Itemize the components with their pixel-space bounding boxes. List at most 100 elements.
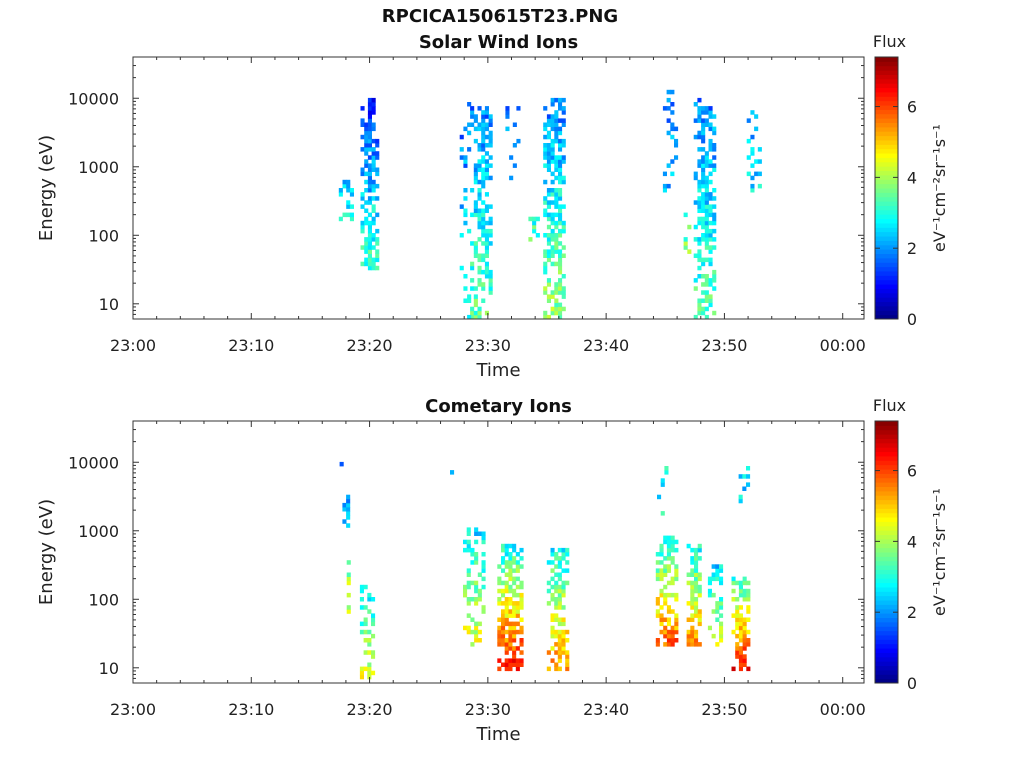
flux-pixel bbox=[655, 601, 660, 606]
flux-pixel bbox=[470, 597, 475, 602]
flux-pixel bbox=[704, 118, 709, 123]
x-tick-label: 23:10 bbox=[228, 336, 274, 355]
flux-pixel bbox=[550, 617, 555, 622]
flux-pixel bbox=[701, 167, 706, 172]
flux-pixel bbox=[477, 638, 482, 643]
flux-pixel bbox=[466, 572, 471, 577]
flux-pixel bbox=[655, 576, 660, 582]
flux-pixel bbox=[481, 220, 486, 226]
flux-pixel bbox=[512, 646, 517, 651]
flux-pixel bbox=[674, 126, 679, 132]
flux-pixel bbox=[746, 638, 751, 643]
flux-pixel bbox=[484, 126, 489, 132]
flux-pixel bbox=[346, 200, 351, 205]
flux-pixel bbox=[481, 110, 486, 115]
flux-pixel bbox=[683, 245, 688, 250]
flux-pixel bbox=[508, 629, 513, 635]
flux-pixel bbox=[474, 580, 479, 586]
flux-pixel bbox=[473, 253, 478, 258]
flux-pixel bbox=[659, 621, 664, 627]
flux-pixel bbox=[532, 216, 537, 222]
flux-pixel bbox=[360, 204, 365, 209]
flux-pixel bbox=[504, 662, 509, 667]
flux-pixel bbox=[712, 196, 717, 201]
flux-pixel bbox=[512, 609, 517, 614]
flux-pixel bbox=[546, 147, 551, 152]
flux-pixel bbox=[509, 155, 514, 160]
flux-pixel bbox=[686, 580, 691, 586]
flux-pixel bbox=[508, 658, 513, 663]
flux-pixel bbox=[488, 290, 493, 295]
flux-pixel bbox=[470, 314, 475, 320]
flux-pixel bbox=[546, 212, 551, 218]
colorbar-segment bbox=[875, 630, 898, 636]
flux-pixel bbox=[546, 134, 551, 140]
colorbar-segment bbox=[875, 626, 898, 632]
flux-pixel bbox=[501, 556, 506, 561]
flux-pixel bbox=[731, 629, 736, 635]
flux-pixel bbox=[474, 638, 479, 643]
flux-pixel bbox=[474, 539, 479, 545]
flux-pixel bbox=[670, 110, 675, 115]
flux-pixel bbox=[477, 208, 482, 213]
flux-pixel bbox=[474, 556, 479, 561]
flux-pixel bbox=[557, 556, 562, 561]
flux-pixel bbox=[546, 249, 551, 254]
flux-pixel bbox=[694, 588, 699, 594]
flux-pixel bbox=[346, 523, 351, 528]
colorbar-segment bbox=[875, 257, 898, 263]
flux-pixel bbox=[543, 143, 548, 148]
flux-pixel bbox=[558, 220, 563, 226]
flux-pixel bbox=[742, 646, 747, 651]
flux-pixel bbox=[481, 114, 486, 119]
flux-pixel bbox=[697, 106, 702, 111]
flux-pixel bbox=[550, 560, 555, 565]
y-tick-label: 100 bbox=[88, 590, 119, 609]
flux-pixel bbox=[546, 253, 551, 258]
flux-pixel bbox=[735, 580, 740, 586]
flux-pixel bbox=[694, 576, 699, 582]
flux-pixel bbox=[488, 278, 493, 283]
flux-pixel bbox=[704, 183, 709, 189]
flux-pixel bbox=[735, 617, 740, 622]
flux-pixel bbox=[481, 118, 486, 123]
colorbar-tick-label: 2 bbox=[907, 603, 917, 622]
flux-pixel bbox=[708, 278, 713, 283]
flux-pixel bbox=[704, 216, 709, 222]
flux-pixel bbox=[670, 535, 675, 541]
flux-pixel bbox=[701, 200, 706, 205]
flux-pixel bbox=[543, 314, 548, 320]
flux-pixel bbox=[515, 560, 520, 565]
flux-pixel bbox=[554, 110, 559, 115]
flux-pixel bbox=[501, 543, 506, 549]
flux-pixel bbox=[488, 282, 493, 287]
flux-pixel bbox=[738, 494, 743, 500]
colorbar-segment bbox=[875, 262, 898, 268]
flux-pixel bbox=[367, 138, 372, 144]
flux-pixel bbox=[474, 531, 479, 536]
flux-pixel bbox=[697, 241, 702, 246]
flux-pixel bbox=[663, 617, 668, 622]
flux-pixel bbox=[543, 134, 548, 140]
flux-pixel bbox=[532, 224, 537, 230]
flux-pixel bbox=[554, 159, 559, 164]
flux-pixel bbox=[375, 249, 380, 254]
flux-pixel bbox=[364, 261, 369, 267]
flux-pixel bbox=[504, 609, 509, 614]
flux-pixel bbox=[554, 642, 559, 647]
flux-pixel bbox=[470, 122, 475, 127]
flux-pixel bbox=[719, 568, 724, 573]
flux-pixel bbox=[666, 580, 671, 586]
flux-pixel bbox=[550, 253, 555, 258]
flux-pixel bbox=[670, 642, 675, 647]
flux-pixel bbox=[719, 580, 724, 586]
flux-pixel bbox=[371, 257, 376, 263]
flux-pixel bbox=[708, 122, 713, 127]
colorbar-segment bbox=[875, 517, 898, 522]
flux-pixel bbox=[497, 638, 502, 643]
flux-pixel bbox=[484, 265, 489, 271]
flux-pixel bbox=[367, 629, 372, 635]
flux-pixel bbox=[731, 597, 736, 602]
colorbar-segment bbox=[875, 477, 898, 483]
flux-pixel bbox=[735, 625, 740, 631]
